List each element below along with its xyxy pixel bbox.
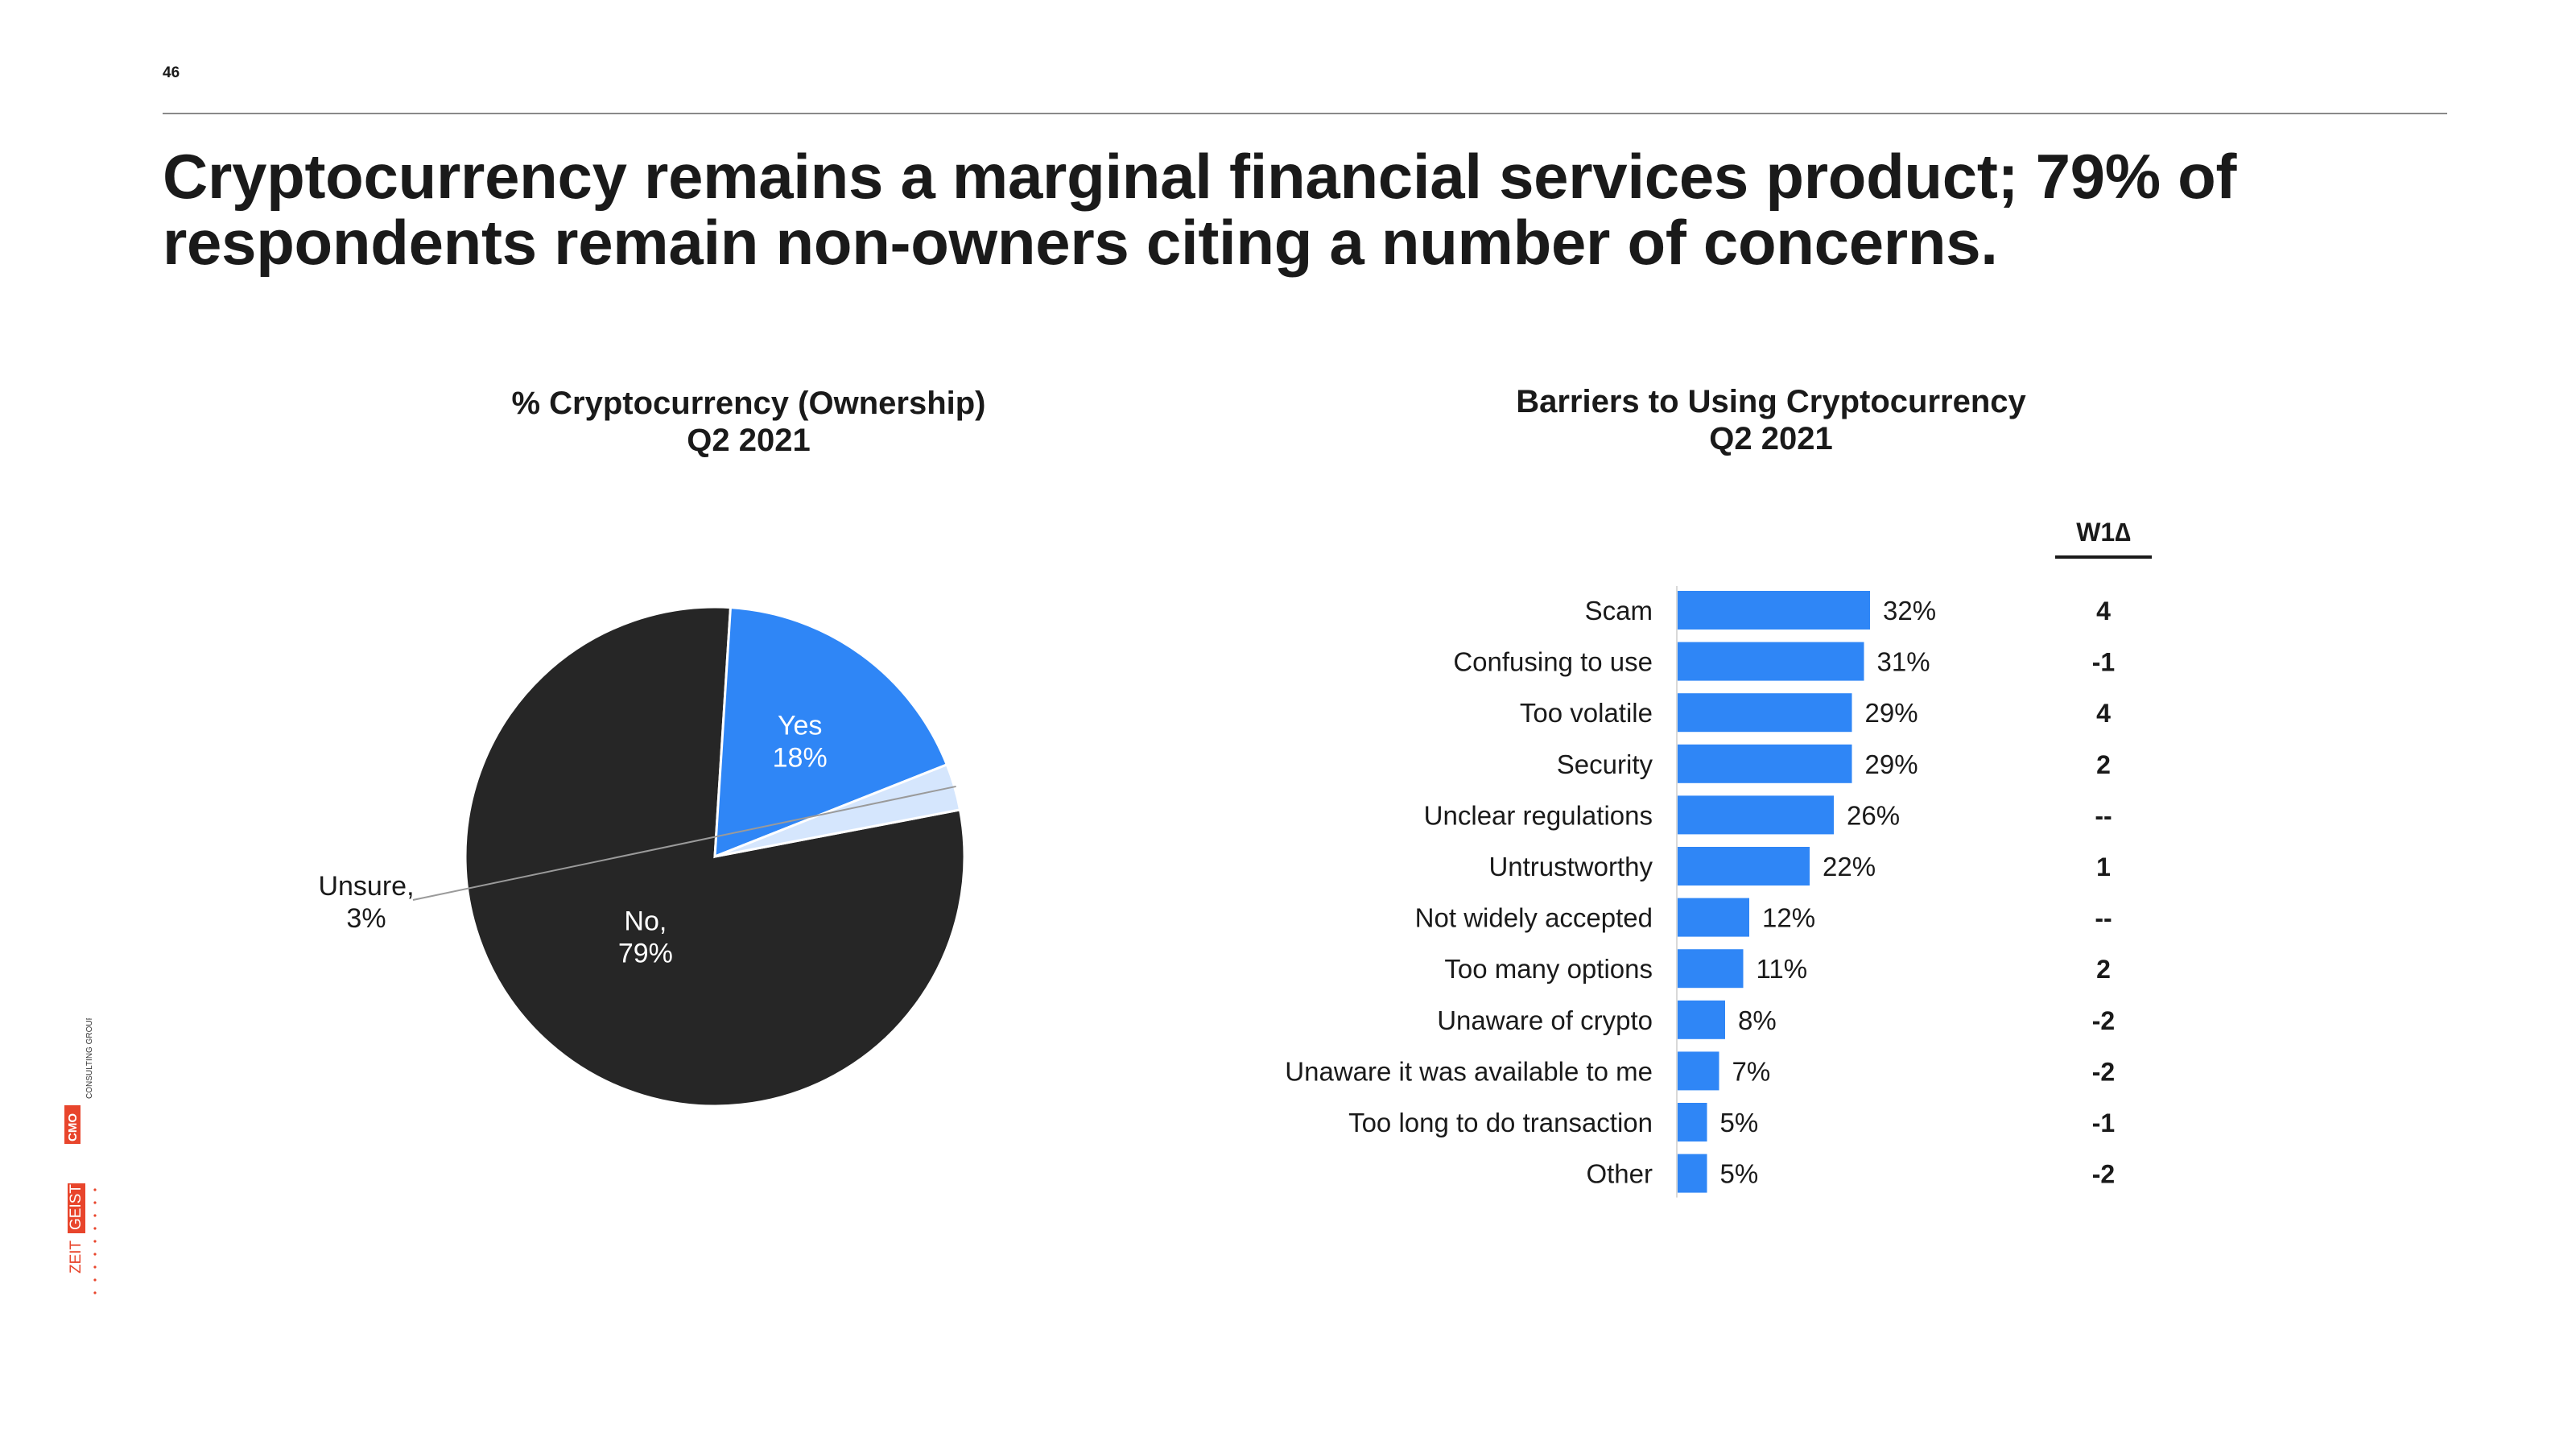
bar bbox=[1677, 642, 1864, 681]
bar bbox=[1677, 1000, 1725, 1039]
bar-value-label: 29% bbox=[1865, 749, 1918, 779]
cmo-consulting-logo: CMO CONSULTING GROUP bbox=[64, 1018, 94, 1144]
bar-category-label: Security bbox=[1557, 749, 1653, 779]
bar-value-label: 29% bbox=[1865, 698, 1918, 728]
bar-value-label: 7% bbox=[1732, 1056, 1771, 1086]
bar-category-label: Unaware of crypto bbox=[1437, 1005, 1653, 1035]
bar-chart-subtitle: Q2 2021 bbox=[1709, 421, 1833, 456]
pie-slice-yes bbox=[713, 606, 949, 859]
bar bbox=[1677, 898, 1749, 937]
delta-value: -1 bbox=[2092, 648, 2115, 677]
bar bbox=[1677, 744, 1852, 783]
bar-value-label: 11% bbox=[1757, 954, 1808, 984]
delta-value: -2 bbox=[2092, 1160, 2115, 1189]
bar-category-label: Unclear regulations bbox=[1424, 800, 1653, 830]
bar-category-label: Too volatile bbox=[1520, 698, 1653, 728]
delta-value: -2 bbox=[2092, 1057, 2115, 1086]
bar-value-label: 22% bbox=[1823, 852, 1876, 881]
bar-category-label: Confusing to use bbox=[1453, 647, 1653, 677]
bar-value-label: 8% bbox=[1738, 1005, 1777, 1035]
bar bbox=[1677, 1154, 1707, 1193]
page-headline: Cryptocurrency remains a marginal financ… bbox=[163, 141, 2237, 278]
delta-value: -- bbox=[2095, 904, 2112, 933]
pie-label-yes: Yes bbox=[778, 711, 822, 741]
bar bbox=[1677, 1051, 1719, 1091]
pie-chart-subtitle: Q2 2021 bbox=[687, 423, 811, 458]
delta-value: 2 bbox=[2096, 750, 2111, 779]
pie-leader-line-unsure bbox=[412, 785, 956, 901]
bar-value-label: 12% bbox=[1762, 903, 1815, 933]
bar bbox=[1677, 693, 1852, 733]
bar-value-label: 32% bbox=[1883, 596, 1936, 625]
delta-value: -- bbox=[2095, 801, 2112, 830]
bar-category-label: Too many options bbox=[1444, 954, 1653, 984]
bar-category-label: Unaware it was available to me bbox=[1285, 1056, 1653, 1086]
delta-column-header: W1∆ bbox=[2076, 518, 2131, 547]
cmo-logo-mark: CMO bbox=[66, 1113, 80, 1141]
pie-chart-title-text: % Cryptocurrency (Ownership) bbox=[511, 386, 986, 421]
bar bbox=[1677, 591, 1870, 630]
bar-value-label: 5% bbox=[1720, 1159, 1759, 1189]
bar-category-label: Not widely accepted bbox=[1415, 903, 1653, 933]
bar-category-label: Untrustworthy bbox=[1488, 852, 1653, 881]
pie-value-no: 79% bbox=[618, 939, 673, 969]
bar-value-label: 26% bbox=[1847, 800, 1900, 830]
pie-label-unsure: Unsure, bbox=[318, 871, 414, 902]
bar-category-label: Too long to do transaction bbox=[1348, 1108, 1653, 1137]
bar bbox=[1677, 847, 1810, 886]
pie-value-yes: 18% bbox=[773, 743, 828, 774]
pie-chart-title: % Cryptocurrency (Ownership) Q2 2021 bbox=[427, 385, 1071, 459]
pie-value-unsure: 3% bbox=[346, 903, 386, 934]
bar-value-label: 31% bbox=[1877, 647, 1930, 677]
bar-chart-title: Barriers to Using Cryptocurrency Q2 2021 bbox=[1449, 383, 2093, 457]
bar-category-label: Scam bbox=[1585, 596, 1653, 625]
header-divider bbox=[163, 113, 2447, 114]
pie-label-no: No, bbox=[624, 906, 667, 937]
zeitgeist-logo: ZEIT GEIST bbox=[68, 1183, 97, 1294]
delta-value: -2 bbox=[2092, 1006, 2115, 1035]
delta-value: 4 bbox=[2096, 699, 2111, 728]
delta-value: 1 bbox=[2096, 852, 2111, 881]
bar bbox=[1677, 795, 1834, 835]
bar-chart-title-text: Barriers to Using Cryptocurrency bbox=[1516, 384, 2026, 419]
delta-value: -1 bbox=[2092, 1108, 2115, 1137]
delta-value: 2 bbox=[2096, 955, 2111, 984]
zeitgeist-logo-part2: GEIST bbox=[68, 1184, 85, 1230]
bar bbox=[1677, 1103, 1707, 1141]
page-number: 46 bbox=[163, 64, 180, 81]
bar bbox=[1677, 949, 1744, 989]
bar-category-label: Other bbox=[1586, 1159, 1653, 1189]
delta-value: 4 bbox=[2096, 597, 2111, 625]
zeitgeist-logo-part1: ZEIT bbox=[68, 1240, 85, 1274]
bar-value-label: 5% bbox=[1720, 1108, 1759, 1137]
cmo-logo-text: CONSULTING GROUP bbox=[85, 1018, 94, 1099]
